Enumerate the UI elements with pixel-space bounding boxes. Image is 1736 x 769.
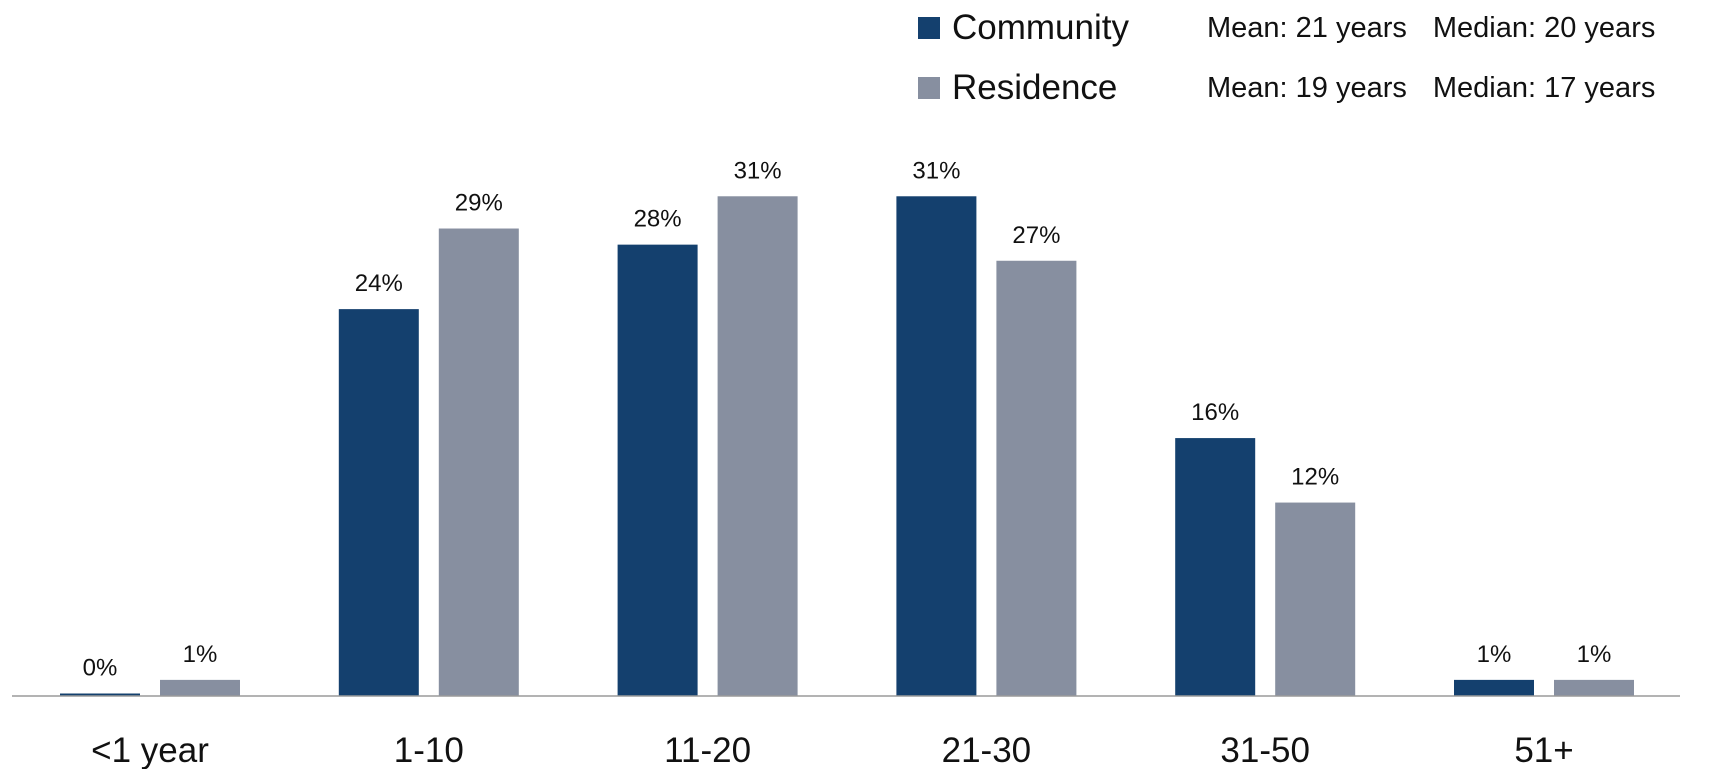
x-tick-label-4: 31-50	[1220, 731, 1310, 769]
legend-swatch-community	[918, 17, 940, 39]
data-label-community-4: 16%	[1191, 399, 1239, 426]
bar-community-1	[338, 309, 419, 696]
bar-community-0	[60, 693, 140, 696]
bar-residence-2	[717, 196, 798, 696]
legend-item-residence: Residence Mean: 19 years Median: 17 year…	[918, 68, 1681, 108]
data-label-community-2: 28%	[634, 206, 682, 233]
bar-residence-5	[1554, 679, 1634, 696]
bar-residence-3	[996, 260, 1077, 696]
bar-community-5	[1454, 679, 1534, 696]
x-tick-label-5: 51+	[1514, 731, 1573, 769]
data-label-community-0: 0%	[83, 655, 118, 682]
legend-label-community: Community	[952, 8, 1129, 47]
data-label-community-1: 24%	[355, 270, 403, 297]
data-label-community-3: 31%	[912, 157, 960, 184]
bar-residence-1	[438, 228, 519, 696]
bar-community-2	[617, 244, 698, 696]
community-mean: Mean: 21 years	[1207, 11, 1407, 44]
residence-mean: Mean: 19 years	[1207, 71, 1407, 104]
data-label-residence-1: 29%	[455, 190, 503, 217]
bar-residence-0	[160, 679, 240, 696]
community-median: Median: 20 years	[1432, 11, 1656, 44]
data-label-residence-4: 12%	[1291, 464, 1339, 491]
residence-median: Median: 17 years	[1432, 71, 1656, 104]
x-tick-label-0: <1 year	[91, 731, 209, 769]
data-label-residence-0: 1%	[183, 641, 218, 668]
legend-label-residence: Residence	[952, 68, 1118, 107]
bar-community-3	[896, 196, 977, 696]
data-label-residence-2: 31%	[734, 157, 782, 184]
bar-residence-4	[1275, 502, 1356, 696]
legend-item-community: Community Mean: 21 years Median: 20 year…	[918, 8, 1681, 48]
x-tick-label-1: 1-10	[394, 731, 464, 769]
legend-swatch-residence	[918, 77, 940, 99]
bar-community-4	[1175, 438, 1256, 696]
data-label-community-5: 1%	[1477, 641, 1512, 668]
data-label-residence-3: 27%	[1012, 222, 1060, 249]
data-label-residence-5: 1%	[1577, 641, 1612, 668]
x-tick-label-3: 21-30	[942, 731, 1032, 769]
x-tick-label-2: 11-20	[664, 731, 751, 769]
